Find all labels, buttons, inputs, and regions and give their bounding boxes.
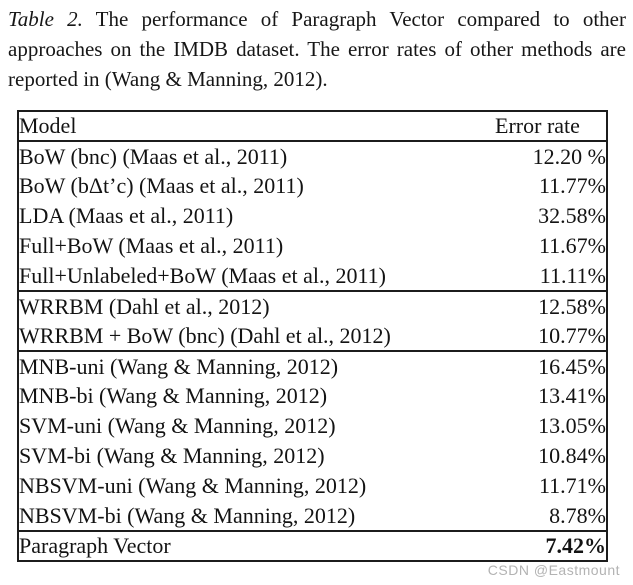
error-rate-cell: 8.78% — [549, 502, 606, 528]
table-row: WRRBM + BoW (bnc) (Dahl et al., 2012) 10… — [18, 321, 607, 351]
table-row: SVM-uni (Wang & Manning, 2012) 13.05% — [18, 411, 607, 441]
error-rate-cell: 32.58% — [538, 203, 606, 228]
model-cell: Full+Unlabeled+BoW (Maas et al., 2011) — [19, 262, 386, 288]
table-row: BoW (bΔt’c) (Maas et al., 2011) 11.77% — [18, 171, 607, 201]
group-dahl-2012: WRRBM (Dahl et al., 2012) 12.58% WRRBM +… — [18, 291, 607, 351]
error-rate-cell: 7.42% — [545, 533, 607, 558]
header-error-rate: Error rate — [495, 113, 580, 138]
model-cell: Paragraph Vector — [19, 533, 171, 558]
table-row: SVM-bi (Wang & Manning, 2012) 10.84% — [18, 441, 607, 471]
group-paragraph-vector: Paragraph Vector 7.42% — [18, 531, 607, 561]
header-row: Model Error rate — [18, 111, 607, 141]
model-cell: MNB-bi (Wang & Manning, 2012) — [19, 383, 328, 408]
model-cell: NBSVM-uni (Wang & Manning, 2012) — [19, 473, 367, 498]
header-model: Model — [19, 113, 77, 138]
table-row: Full+Unlabeled+BoW (Maas et al., 2011) 1… — [18, 261, 607, 291]
table-row: WRRBM (Dahl et al., 2012) 12.58% — [18, 291, 607, 321]
table-row: NBSVM-uni (Wang & Manning, 2012) 11.71% — [18, 471, 607, 501]
error-rate-cell: 16.45% — [538, 353, 606, 379]
error-rate-cell: 11.71% — [538, 473, 606, 498]
table-row-paragraph-vector: Paragraph Vector 7.42% — [18, 531, 607, 561]
table-row: Full+BoW (Maas et al., 2011) 11.67% — [18, 231, 607, 261]
caption-label: Table 2. — [8, 7, 83, 31]
error-rate-cell: 12.58% — [538, 293, 606, 319]
model-cell: SVM-bi (Wang & Manning, 2012) — [19, 443, 325, 468]
model-cell: BoW (bnc) (Maas et al., 2011) — [19, 143, 288, 169]
model-cell: BoW (bΔt’c) (Maas et al., 2011) — [19, 173, 304, 198]
error-rate-cell: 13.41% — [538, 383, 606, 408]
error-rate-cell: 11.11% — [539, 262, 606, 288]
group-maas-2011: BoW (bnc) (Maas et al., 2011) 12.20 % Bo… — [18, 141, 607, 291]
group-wang-manning-2012: MNB-uni (Wang & Manning, 2012) 16.45% MN… — [18, 351, 607, 531]
model-cell: LDA (Maas et al., 2011) — [19, 203, 234, 228]
caption-text: The performance of Paragraph Vector comp… — [8, 7, 626, 91]
watermark: CSDN @Eastmount — [487, 562, 620, 578]
model-cell: SVM-uni (Wang & Manning, 2012) — [19, 413, 336, 438]
model-cell: MNB-uni (Wang & Manning, 2012) — [19, 353, 339, 379]
error-rate-cell: 10.84% — [538, 443, 606, 468]
model-cell: NBSVM-bi (Wang & Manning, 2012) — [19, 502, 356, 528]
results-table: Model Error rate BoW (bnc) (Maas et al.,… — [17, 110, 608, 562]
table-row: NBSVM-bi (Wang & Manning, 2012) 8.78% — [18, 501, 607, 531]
model-cell: WRRBM (Dahl et al., 2012) — [19, 293, 270, 319]
model-cell: Full+BoW (Maas et al., 2011) — [19, 233, 284, 258]
table-row: MNB-uni (Wang & Manning, 2012) 16.45% — [18, 351, 607, 381]
model-cell: WRRBM + BoW (bnc) (Dahl et al., 2012) — [19, 322, 391, 348]
table-row: MNB-bi (Wang & Manning, 2012) 13.41% — [18, 381, 607, 411]
error-rate-cell: 11.67% — [538, 233, 606, 258]
error-rate-cell: 13.05% — [538, 413, 606, 438]
table-row: LDA (Maas et al., 2011) 32.58% — [18, 201, 607, 231]
table-row: BoW (bnc) (Maas et al., 2011) 12.20 % — [18, 141, 607, 171]
error-rate-cell: 12.20 % — [532, 143, 606, 169]
error-rate-cell: 11.77% — [538, 173, 606, 198]
table-caption: Table 2. The performance of Paragraph Ve… — [8, 4, 626, 94]
error-rate-cell: 10.77% — [538, 322, 606, 348]
